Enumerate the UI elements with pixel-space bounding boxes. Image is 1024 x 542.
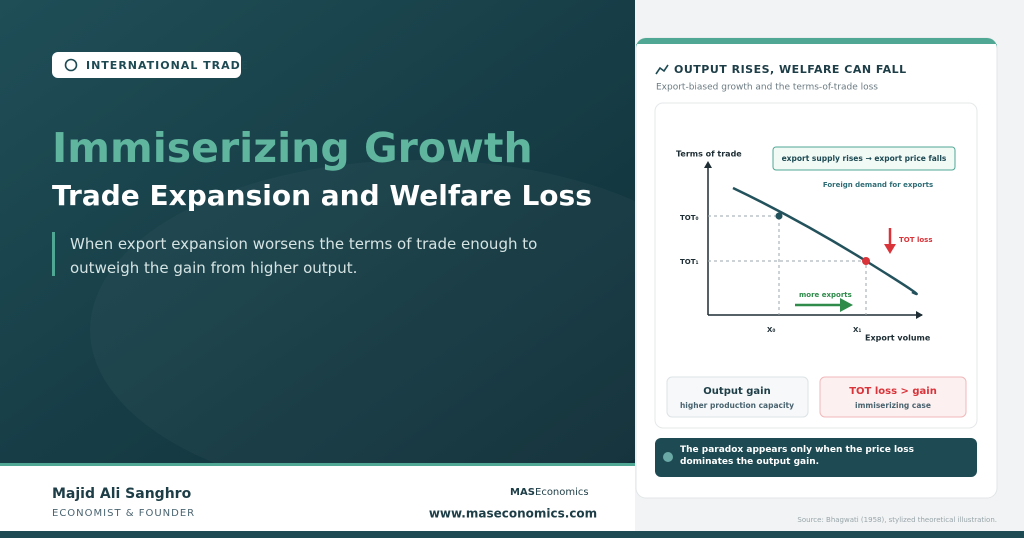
loss-label: TOT loss [899,236,932,244]
card-subtitle: Export-biased growth and the terms-of-tr… [656,83,878,93]
description-box: When export expansion worsens the terms … [70,235,538,277]
author: Majid Ali Sanghro [52,486,192,502]
footer [0,466,635,532]
loss-title: TOT loss > gain [849,386,937,397]
loss-box [819,376,967,418]
tot1-label: TOT₁ [680,258,699,266]
note-wrap: The paradox appears only when the price … [680,445,914,467]
globe-icon [64,58,78,72]
logo-suffix: Economics [535,487,589,498]
website[interactable]: www.maseconomics.com [429,507,597,521]
exports-label: more exports [799,291,852,299]
loss-arrowhead [884,244,896,254]
bottom-bar [0,531,1024,538]
card-top [636,38,997,48]
x-axis-label: Export volume [865,334,931,343]
x1-label: X₁ [853,326,861,334]
gain-title: Output gain [703,386,770,397]
note: The paradox appears only when the price … [680,445,914,467]
demand-curve [732,186,918,296]
source: Source: Bhagwati (1958), stylized theore… [797,516,997,524]
gain-box [666,376,809,418]
quote-bar [52,232,55,276]
logo-prefix: MAS [510,487,535,498]
chart-icon [655,64,669,75]
subtitle: Trade Expansion and Welfare Loss [52,179,592,212]
role: ECONOMIST & FOUNDER [52,508,195,519]
info-icon [663,452,673,462]
point-1 [862,257,870,265]
gain-text: higher production capacity [680,401,794,410]
tot0-label: TOT₀ [680,214,699,222]
point-0 [775,212,783,220]
note-box [655,438,977,477]
y-axis-label: Terms of trade [676,150,742,159]
curve-label: Foreign demand for exports [823,181,933,189]
card-title: OUTPUT RISES, WELFARE CAN FALL [674,63,907,76]
divider [0,463,635,466]
exports-arrowhead [840,298,853,312]
badge [52,52,241,78]
badge-text: INTERNATIONAL TRADE [86,59,249,72]
title: Immiserizing Growth [52,124,533,172]
diagram-frame [654,102,978,429]
callout: export supply rises → export price falls [782,154,947,163]
loss-text: immiserizing case [855,401,931,410]
description: When export expansion worsens the terms … [70,235,538,277]
x0-label: X₀ [767,326,775,334]
callout-box [772,146,956,171]
